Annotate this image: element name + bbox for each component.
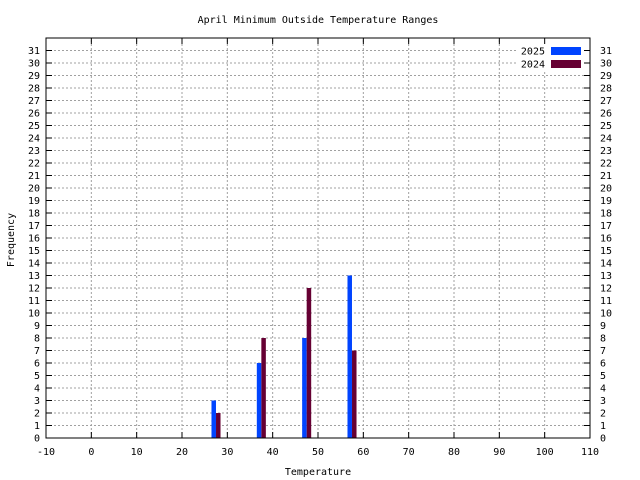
y-tick-label-left: 10 <box>28 309 40 320</box>
y-tick-label-right: 15 <box>600 246 612 257</box>
y-tick-label-left: 1 <box>34 421 40 432</box>
bar-2025-27 <box>211 400 216 438</box>
bars <box>211 275 357 438</box>
y-tick-label-left: 29 <box>28 71 40 82</box>
x-tick-label: 10 <box>131 447 143 458</box>
y-tick-label-right: 6 <box>600 359 606 370</box>
y-tick-label-left: 24 <box>28 134 40 145</box>
legend: 2025 2024 <box>521 47 581 71</box>
x-tick-label: 0 <box>88 447 94 458</box>
y-tick-label-right: 13 <box>600 271 612 282</box>
y-tick-label-left: 19 <box>28 196 40 207</box>
bar-2025-47 <box>302 338 307 438</box>
legend-label-2025: 2025 <box>521 47 545 58</box>
y-axis-label: Frequency <box>6 213 17 267</box>
y-tick-label-left: 12 <box>28 284 40 295</box>
y-tick-label-right: 1 <box>600 421 606 432</box>
legend-swatch-2024 <box>551 60 581 68</box>
y-tick-label-right: 16 <box>600 234 612 245</box>
y-tick-label-right: 22 <box>600 159 612 170</box>
y-tick-label-left: 22 <box>28 159 40 170</box>
y-tick-label-left: 2 <box>34 409 40 420</box>
y-tick-label-right: 31 <box>600 46 612 57</box>
y-tick-label-left: 27 <box>28 96 40 107</box>
y-tick-label-left: 5 <box>34 371 40 382</box>
y-tick-label-left: 3 <box>34 396 40 407</box>
x-tick-label: 70 <box>403 447 415 458</box>
x-tick-label: 50 <box>312 447 324 458</box>
bar-2024-38 <box>261 338 266 438</box>
y-tick-label-left: 9 <box>34 321 40 332</box>
y-tick-label-left: 14 <box>28 259 40 270</box>
y-tick-label-right: 10 <box>600 309 612 320</box>
y-tick-label-right: 5 <box>600 371 606 382</box>
y-tick-label-left: 8 <box>34 334 40 345</box>
y-tick-label-left: 17 <box>28 221 40 232</box>
ticks <box>45 38 591 439</box>
y-tick-label-left: 16 <box>28 234 40 245</box>
y-tick-label-right: 17 <box>600 221 612 232</box>
y-tick-label-right: 19 <box>600 196 612 207</box>
y-tick-label-right: 23 <box>600 146 612 157</box>
y-tick-label-right: 21 <box>600 171 612 182</box>
y-tick-label-right: 4 <box>600 384 606 395</box>
y-tick-label-left: 30 <box>28 59 40 70</box>
y-tick-label-right: 29 <box>600 71 612 82</box>
x-tick-label: 30 <box>221 447 233 458</box>
x-tick-label: 80 <box>448 447 460 458</box>
y-tick-label-left: 15 <box>28 246 40 257</box>
legend-label-2024: 2024 <box>521 60 545 71</box>
bar-2025-57 <box>347 275 352 438</box>
y-tick-label-right: 9 <box>600 321 606 332</box>
x-axis-label: Temperature <box>285 467 351 478</box>
y-tick-label-right: 26 <box>600 109 612 120</box>
y-tick-label-left: 28 <box>28 84 40 95</box>
x-tick-label: -10 <box>37 447 55 458</box>
y-tick-label-right: 11 <box>600 296 612 307</box>
bar-2024-48 <box>306 288 312 438</box>
bar-2024-58 <box>352 350 357 438</box>
y-tick-label-right: 3 <box>600 396 606 407</box>
y-tick-label-left: 18 <box>28 209 40 220</box>
legend-swatch-2025 <box>551 47 581 55</box>
y-tick-label-right: 12 <box>600 284 612 295</box>
y-tick-label-left: 6 <box>34 359 40 370</box>
y-tick-label-right: 25 <box>600 121 612 132</box>
bar-2025-37 <box>256 363 262 438</box>
y-tick-label-right: 0 <box>600 434 606 445</box>
x-tick-label: 40 <box>267 447 279 458</box>
y-tick-label-right: 2 <box>600 409 606 420</box>
x-tick-label: 60 <box>357 447 369 458</box>
y-tick-label-right: 30 <box>600 59 612 70</box>
y-tick-label-left: 0 <box>34 434 40 445</box>
y-tick-label-left: 21 <box>28 171 40 182</box>
y-tick-label-left: 20 <box>28 184 40 195</box>
x-tick-label: 110 <box>581 447 599 458</box>
y-tick-label-right: 24 <box>600 134 612 145</box>
y-tick-label-left: 13 <box>28 271 40 282</box>
y-tick-label-right: 27 <box>600 96 612 107</box>
y-tick-label-left: 31 <box>28 46 40 57</box>
bar-2024-28 <box>216 413 221 438</box>
y-tick-label-left: 11 <box>28 296 40 307</box>
y-tick-label-left: 25 <box>28 121 40 132</box>
y-tick-label-right: 7 <box>600 346 606 357</box>
y-tick-label-right: 14 <box>600 259 612 270</box>
x-tick-label: 20 <box>176 447 188 458</box>
y-tick-label-left: 7 <box>34 346 40 357</box>
y-tick-label-right: 18 <box>600 209 612 220</box>
y-tick-label-left: 26 <box>28 109 40 120</box>
x-tick-label: 100 <box>536 447 554 458</box>
y-tick-label-right: 8 <box>600 334 606 345</box>
y-tick-label-left: 23 <box>28 146 40 157</box>
y-tick-label-right: 20 <box>600 184 612 195</box>
y-tick-label-left: 4 <box>34 384 40 395</box>
x-tick-label: 90 <box>493 447 505 458</box>
y-tick-label-right: 28 <box>600 84 612 95</box>
chart-title: April Minimum Outside Temperature Ranges <box>198 15 439 26</box>
grid <box>46 38 590 438</box>
